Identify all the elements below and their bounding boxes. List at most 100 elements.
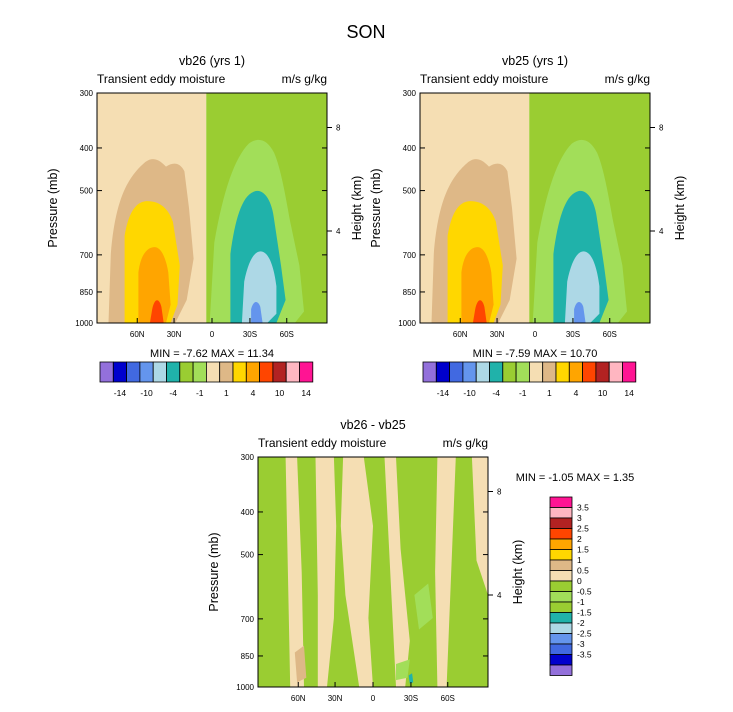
colorbar-swatch	[549, 580, 573, 592]
x-tick-label: 60N	[453, 330, 468, 339]
colorbar-swatch	[166, 361, 181, 383]
fill-diff-positive-g	[294, 645, 307, 683]
colorbar-swatch	[205, 361, 221, 383]
height-axis-title: Height (km)	[350, 176, 364, 241]
height-tick-label: 8	[336, 124, 341, 133]
y-tick-label: 1000	[75, 319, 93, 328]
height-tick-label: 4	[336, 227, 341, 236]
y-tick-label: 500	[403, 187, 417, 196]
chart-panel-0: vb26 (yrs 1) Transient eddy moisture m/s g…	[46, 54, 364, 339]
colorbar-swatch	[219, 361, 234, 383]
colorbar-label: 10	[275, 388, 285, 398]
x-tick-label: 60S	[441, 694, 455, 703]
colorbar-label: 10	[598, 388, 608, 398]
colorbar-swatch	[608, 361, 623, 383]
x-tick-label: 30S	[404, 694, 418, 703]
fill-diff-positive-e	[435, 457, 456, 687]
x-tick-label: 30N	[328, 694, 343, 703]
colorbar-label: 2.5	[577, 524, 589, 534]
fill-positive-14	[149, 300, 164, 323]
colorbar-swatch	[549, 538, 573, 550]
colorbar-label: 1.5	[577, 545, 589, 555]
colorbar-swatch	[245, 361, 261, 383]
colorbar-swatch	[549, 664, 573, 676]
colorbar-swatch	[542, 361, 557, 383]
y-axis-title: Pressure (mb)	[46, 168, 60, 247]
colorbar-diff: 3.532.521.510.50-0.5-1-1.5-2-2.5-3-3.5	[549, 496, 592, 676]
colorbar-label: 0.5	[577, 566, 589, 576]
colorbar-label: -2	[577, 618, 585, 628]
fill-negative-14	[251, 301, 263, 323]
colorbar-swatch	[549, 549, 573, 561]
chart-panel-2: vb26 - vb25 Transient eddy moisture m/s g/…	[207, 418, 525, 703]
colorbar-label: 14	[301, 388, 311, 398]
colorbar-swatch	[449, 361, 464, 383]
colorbar-label: -3	[577, 639, 585, 649]
colorbar-label: 3.5	[577, 503, 589, 513]
colorbar-label: -1.5	[577, 608, 592, 618]
colorbar-swatch	[152, 361, 167, 383]
fill-positive-14	[472, 300, 487, 323]
colorbar-swatch	[549, 528, 573, 540]
y-tick-label: 700	[241, 615, 255, 624]
panel-right-label: m/s g/kg	[282, 72, 327, 86]
panel-left-label: Transient eddy moisture	[258, 436, 387, 450]
fill-positive-10-14	[461, 247, 494, 323]
y-tick-label: 850	[403, 288, 417, 297]
fill-diff-positive-b	[315, 457, 337, 687]
y-tick-label: 500	[241, 551, 255, 560]
colorbar-swatch	[259, 361, 274, 383]
fill-diff-negative-h	[414, 583, 433, 630]
colorbar-swatch	[549, 633, 573, 645]
colorbar-swatch	[502, 361, 517, 383]
colorbar-swatch	[126, 361, 141, 383]
fill-negative-14	[574, 301, 586, 323]
contour-fills	[258, 457, 488, 687]
colorbar-label: 14	[624, 388, 634, 398]
fill-diff-negative-j	[408, 673, 414, 684]
height-tick-label: 8	[497, 488, 502, 497]
height-tick-label: 8	[659, 124, 664, 133]
colorbar-swatch	[285, 361, 300, 383]
x-tick-label: 60S	[603, 330, 617, 339]
x-tick-label: 30N	[490, 330, 505, 339]
height-tick-label: 4	[497, 591, 502, 600]
y-axis-title: Pressure (mb)	[207, 532, 221, 611]
y-tick-label: 850	[241, 652, 255, 661]
fill-diff-negative-i	[396, 659, 410, 681]
colorbar-swatch	[462, 361, 477, 383]
fill-negative-10-14	[241, 251, 277, 323]
stats-text: MIN = -7.62 MAX = 11.34	[150, 348, 274, 360]
x-tick-label: 60S	[280, 330, 294, 339]
colorbar-swatch	[549, 612, 573, 624]
colorbar-label: 4	[251, 388, 256, 398]
panel-right-label: m/s g/kg	[443, 436, 488, 450]
colorbar-label: -14	[114, 388, 127, 398]
x-tick-label: 0	[371, 694, 376, 703]
colorbar-swatch	[529, 361, 544, 383]
colorbar-swatch	[549, 507, 573, 519]
colorbar-label: 0	[577, 576, 582, 586]
colorbar-swatch	[475, 361, 490, 383]
colorbar-swatch	[549, 654, 573, 666]
panel-left-label: Transient eddy moisture	[97, 72, 226, 86]
colorbar-swatch	[622, 361, 637, 383]
colorbar-label: -10	[140, 388, 153, 398]
x-tick-label: 60N	[130, 330, 145, 339]
colorbar-label: -2.5	[577, 629, 592, 639]
y-tick-label: 400	[403, 144, 417, 153]
colorbar-swatch	[549, 591, 573, 603]
fill-negative-10-14	[564, 251, 600, 323]
colorbar-swatch	[272, 361, 287, 383]
fill-diff-positive-f	[471, 457, 488, 595]
colorbar-swatch	[549, 643, 573, 655]
colorbar-label: -0.5	[577, 587, 592, 597]
panel-left-label: Transient eddy moisture	[420, 72, 549, 86]
colorbar-swatch	[555, 361, 570, 383]
fill-diff-positive-c	[340, 457, 373, 687]
x-tick-label: 0	[533, 330, 538, 339]
stats-text: MIN = -1.05 MAX = 1.35	[516, 472, 635, 484]
colorbar-label: -14	[437, 388, 450, 398]
y-tick-label: 500	[80, 187, 94, 196]
colorbar-label: -4	[492, 388, 500, 398]
